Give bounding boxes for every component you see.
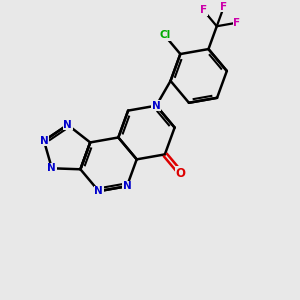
Text: N: N [40,136,48,146]
Text: Cl: Cl [159,30,170,40]
Text: N: N [47,163,56,173]
Text: N: N [94,186,103,196]
Text: F: F [233,18,241,28]
Text: O: O [176,167,185,179]
Text: N: N [123,181,131,191]
Text: F: F [200,5,207,16]
Text: F: F [220,2,227,12]
Text: N: N [152,100,161,111]
Text: N: N [63,120,72,130]
